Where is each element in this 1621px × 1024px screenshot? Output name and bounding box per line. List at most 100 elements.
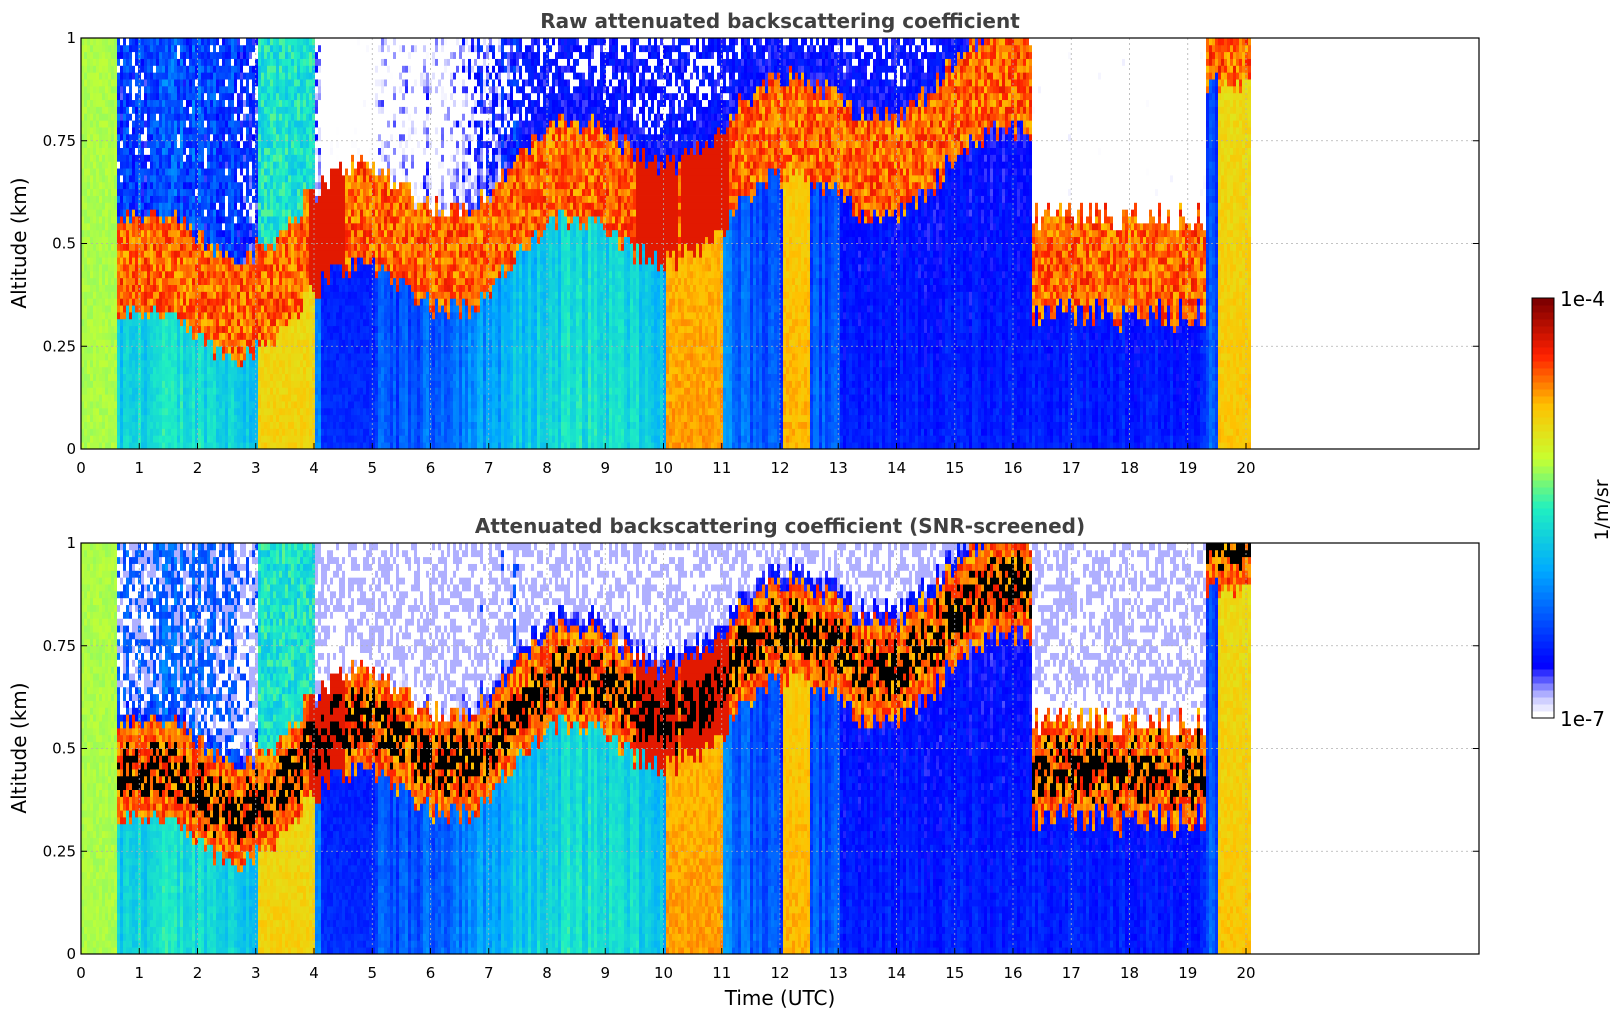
heatmap-cell: [117, 196, 120, 203]
heatmap-cell: [99, 442, 102, 449]
heatmap-cell: [129, 230, 132, 237]
heatmap-cell: [135, 374, 138, 381]
heatmap-cell: [150, 45, 153, 52]
heatmap-cell: [90, 387, 93, 394]
heatmap-cell: [156, 415, 159, 422]
heatmap-cell: [162, 353, 165, 360]
heatmap-cell: [126, 216, 129, 223]
heatmap-cell: [99, 367, 102, 374]
heatmap-cell: [117, 326, 120, 333]
heatmap-cell: [102, 422, 105, 429]
heatmap-cell: [162, 367, 165, 374]
heatmap-cell: [132, 442, 135, 449]
heatmap-cell: [93, 278, 96, 285]
heatmap-cell: [162, 435, 165, 442]
heatmap-cell: [120, 367, 123, 374]
heatmap-cell: [96, 250, 99, 257]
heatmap-cell: [102, 86, 105, 93]
heatmap-cell: [99, 333, 102, 340]
heatmap-cell: [159, 394, 162, 401]
heatmap-cell: [108, 278, 111, 285]
heatmap-cell: [147, 72, 150, 79]
heatmap-cell: [114, 442, 117, 449]
heatmap-cell: [165, 154, 168, 161]
heatmap-cell: [132, 394, 135, 401]
heatmap-cell: [123, 107, 126, 114]
heatmap-cell: [174, 154, 177, 161]
heatmap-cell: [111, 237, 114, 244]
heatmap-cell: [141, 189, 144, 196]
heatmap-cell: [153, 38, 156, 45]
heatmap-cell: [105, 134, 108, 141]
heatmap-cell: [90, 120, 93, 127]
heatmap-cell: [114, 326, 117, 333]
heatmap-cell: [174, 428, 177, 435]
heatmap-cell: [174, 45, 177, 52]
heatmap-cell: [156, 38, 159, 45]
heatmap-cell: [105, 202, 108, 209]
heatmap-cell: [87, 52, 90, 59]
heatmap-cell: [96, 264, 99, 271]
heatmap-cell: [84, 107, 87, 114]
heatmap-cell: [129, 387, 132, 394]
heatmap-cell: [84, 161, 87, 168]
heatmap-cell: [147, 230, 150, 237]
heatmap-cell: [162, 161, 165, 168]
heatmap-cell: [84, 216, 87, 223]
heatmap-cell: [111, 339, 114, 346]
heatmap-cell: [114, 401, 117, 408]
heatmap-cell: [108, 72, 111, 79]
heatmap-cell: [111, 45, 114, 52]
heatmap-cell: [156, 435, 159, 442]
heatmap-cell: [156, 298, 159, 305]
heatmap-cell: [159, 202, 162, 209]
heatmap-cell: [153, 230, 156, 237]
heatmap-cell: [90, 223, 93, 230]
heatmap-cell: [123, 134, 126, 141]
heatmap-cell: [108, 291, 111, 298]
heatmap-cell: [102, 120, 105, 127]
heatmap-cell: [99, 65, 102, 72]
heatmap-cell: [105, 408, 108, 415]
heatmap-cell: [126, 141, 129, 148]
heatmap-cell: [159, 59, 162, 66]
heatmap-cell: [156, 107, 159, 114]
heatmap-cell: [147, 360, 150, 367]
heatmap-cell: [159, 79, 162, 86]
heatmap-cell: [96, 202, 99, 209]
heatmap-cell: [102, 127, 105, 134]
heatmap-cell: [147, 161, 150, 168]
heatmap-cell: [108, 45, 111, 52]
heatmap-cell: [138, 209, 141, 216]
heatmap-cell: [132, 353, 135, 360]
heatmap-cell: [99, 202, 102, 209]
heatmap-cell: [144, 202, 147, 209]
heatmap-cell: [162, 216, 165, 223]
heatmap-cell: [135, 202, 138, 209]
heatmap-cell: [168, 209, 171, 216]
heatmap-cell: [147, 107, 150, 114]
heatmap-cell: [93, 237, 96, 244]
heatmap-cell: [120, 326, 123, 333]
heatmap-cell: [123, 333, 126, 340]
heatmap-cell: [120, 339, 123, 346]
heatmap-cell: [147, 305, 150, 312]
heatmap-cell: [126, 52, 129, 59]
heatmap-cell: [123, 381, 126, 388]
heatmap-cell: [87, 154, 90, 161]
heatmap-cell: [111, 415, 114, 422]
heatmap-cell: [108, 182, 111, 189]
heatmap-cell: [87, 189, 90, 196]
heatmap-cell: [126, 230, 129, 237]
heatmap-cell: [111, 360, 114, 367]
heatmap-cell: [168, 244, 171, 251]
heatmap-cell: [135, 113, 138, 120]
heatmap-cell: [117, 291, 120, 298]
heatmap-cell: [108, 59, 111, 66]
heatmap-cell: [147, 45, 150, 52]
heatmap-cell: [99, 422, 102, 429]
heatmap-cell: [93, 428, 96, 435]
heatmap-cell: [150, 134, 153, 141]
heatmap-cell: [153, 346, 156, 353]
heatmap-cell: [147, 367, 150, 374]
